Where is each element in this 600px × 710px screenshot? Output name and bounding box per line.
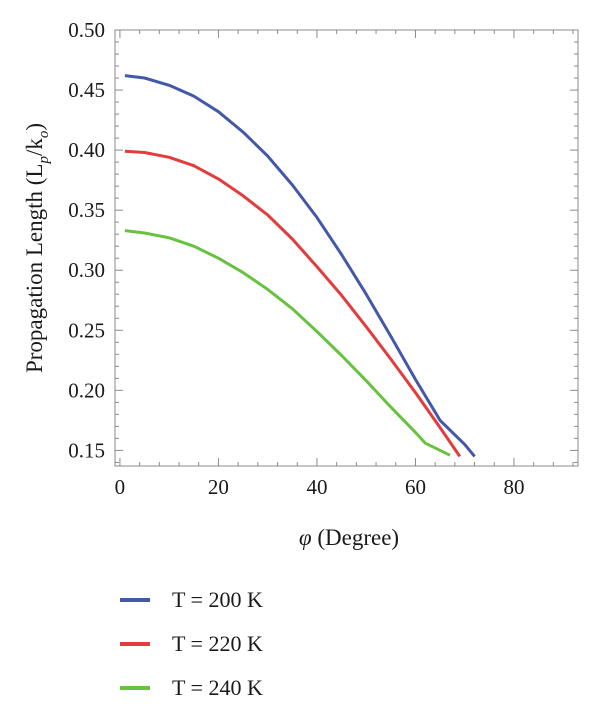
- x-tick-label: 20: [208, 475, 229, 499]
- y-tick-label: 0.25: [68, 318, 105, 342]
- legend-label: T = 240 K: [172, 675, 263, 700]
- series-line: [124, 229, 451, 457]
- series-layer: [124, 74, 476, 458]
- legend-swatch: [120, 642, 150, 646]
- legend-label: T = 220 K: [172, 631, 263, 656]
- y-tick-label: 0.40: [68, 138, 105, 162]
- series-line: [124, 74, 476, 458]
- y-axis-label: Propagation Length (Lp/ko): [22, 123, 52, 373]
- x-axis-label: φ (Degree): [299, 525, 399, 550]
- legend-swatch: [120, 598, 150, 602]
- x-tick-label: 60: [405, 475, 426, 499]
- x-tick-label: 40: [306, 475, 327, 499]
- y-tick-label: 0.45: [68, 78, 105, 102]
- y-tick-label: 0.15: [68, 438, 105, 462]
- legend-item: T = 240 K: [120, 666, 263, 710]
- ticks-layer: 0 20 40 60 80 0.15 0.20 0.25 0.30 0.35 0.40 0.45 0.5…: [68, 18, 578, 499]
- plot-frame: [114, 29, 579, 467]
- x-tick-label: 80: [503, 475, 524, 499]
- legend: T = 200 K T = 220 K T = 240 K: [120, 578, 263, 710]
- legend-swatch: [120, 686, 150, 690]
- series-line: [124, 149, 462, 458]
- y-tick-label: 0.30: [68, 258, 105, 282]
- plot-area: [114, 29, 579, 467]
- legend-label: T = 200 K: [172, 587, 263, 612]
- y-tick-label: 0.20: [68, 378, 105, 402]
- legend-item: T = 220 K: [120, 622, 263, 666]
- y-tick-label: 0.50: [68, 18, 105, 42]
- legend-item: T = 200 K: [120, 578, 263, 622]
- y-tick-label: 0.35: [68, 198, 105, 222]
- x-tick-label: 0: [115, 475, 126, 499]
